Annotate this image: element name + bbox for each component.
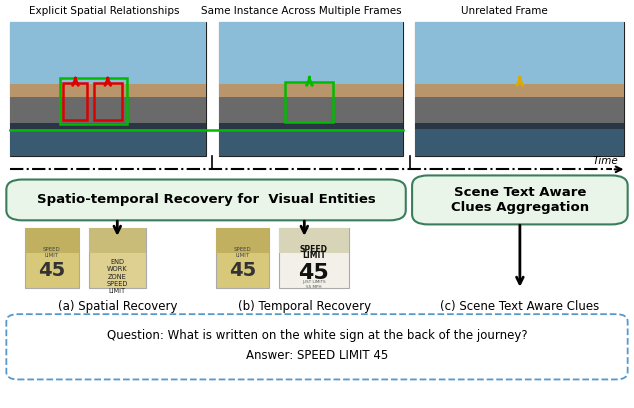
Bar	[279, 228, 349, 288]
FancyBboxPatch shape	[412, 175, 628, 224]
Text: Spatio-temporal Recovery for  Visual Entities: Spatio-temporal Recovery for Visual Enti…	[37, 193, 375, 206]
Bar	[63, 83, 87, 120]
Bar	[415, 122, 624, 129]
Text: Explicit Spatial Relationships: Explicit Spatial Relationships	[29, 5, 180, 16]
Text: SPEED: SPEED	[43, 247, 61, 252]
Text: Scene Text Aware
Clues Aggregation: Scene Text Aware Clues Aggregation	[451, 186, 589, 214]
Bar	[89, 228, 146, 253]
Text: 45: 45	[299, 263, 329, 284]
Bar	[25, 228, 79, 253]
Text: END
WORK
ZONE
SPEED
LIMIT: END WORK ZONE SPEED LIMIT	[107, 259, 128, 294]
Text: JUST LIMITS
55 MPH: JUST LIMITS 55 MPH	[302, 280, 326, 289]
Bar	[415, 97, 624, 126]
Bar	[216, 228, 269, 253]
Text: Unrelated Frame: Unrelated Frame	[461, 5, 547, 16]
Bar	[10, 84, 206, 100]
Text: (b) Temporal Recovery: (b) Temporal Recovery	[238, 300, 371, 313]
Bar	[415, 22, 624, 86]
Bar	[94, 83, 122, 120]
Bar	[415, 126, 624, 156]
Bar	[219, 22, 403, 156]
Bar	[60, 78, 127, 124]
Bar	[219, 122, 403, 129]
FancyBboxPatch shape	[6, 180, 406, 220]
Bar	[219, 22, 403, 86]
Bar	[10, 97, 206, 126]
Text: LIMIT: LIMIT	[45, 253, 59, 258]
Text: Answer: SPEED LIMIT 45: Answer: SPEED LIMIT 45	[246, 349, 388, 362]
Bar	[10, 122, 206, 129]
Text: LIMIT: LIMIT	[302, 251, 326, 260]
Text: 45: 45	[229, 261, 256, 279]
Bar	[279, 228, 349, 253]
Bar	[10, 126, 206, 156]
Bar	[216, 228, 269, 288]
Bar	[10, 22, 206, 86]
Bar	[10, 22, 206, 156]
Text: SPEED: SPEED	[233, 247, 251, 252]
Text: SPEED: SPEED	[300, 245, 328, 254]
Text: LIMIT: LIMIT	[235, 253, 249, 258]
Text: (a) Spatial Recovery: (a) Spatial Recovery	[58, 300, 177, 313]
Bar	[219, 84, 403, 100]
Bar	[219, 97, 403, 126]
Bar	[219, 126, 403, 156]
Text: (c) Scene Text Aware Clues: (c) Scene Text Aware Clues	[440, 300, 600, 313]
Text: Time: Time	[592, 156, 618, 166]
Text: 45: 45	[39, 261, 65, 279]
Bar	[89, 228, 146, 288]
Bar	[415, 84, 624, 100]
Bar	[415, 22, 624, 156]
Bar	[285, 82, 333, 122]
Text: Same Instance Across Multiple Frames: Same Instance Across Multiple Frames	[201, 5, 401, 16]
FancyBboxPatch shape	[6, 314, 628, 379]
Bar	[25, 228, 79, 288]
Text: Question: What is written on the white sign at the back of the journey?: Question: What is written on the white s…	[107, 329, 527, 342]
